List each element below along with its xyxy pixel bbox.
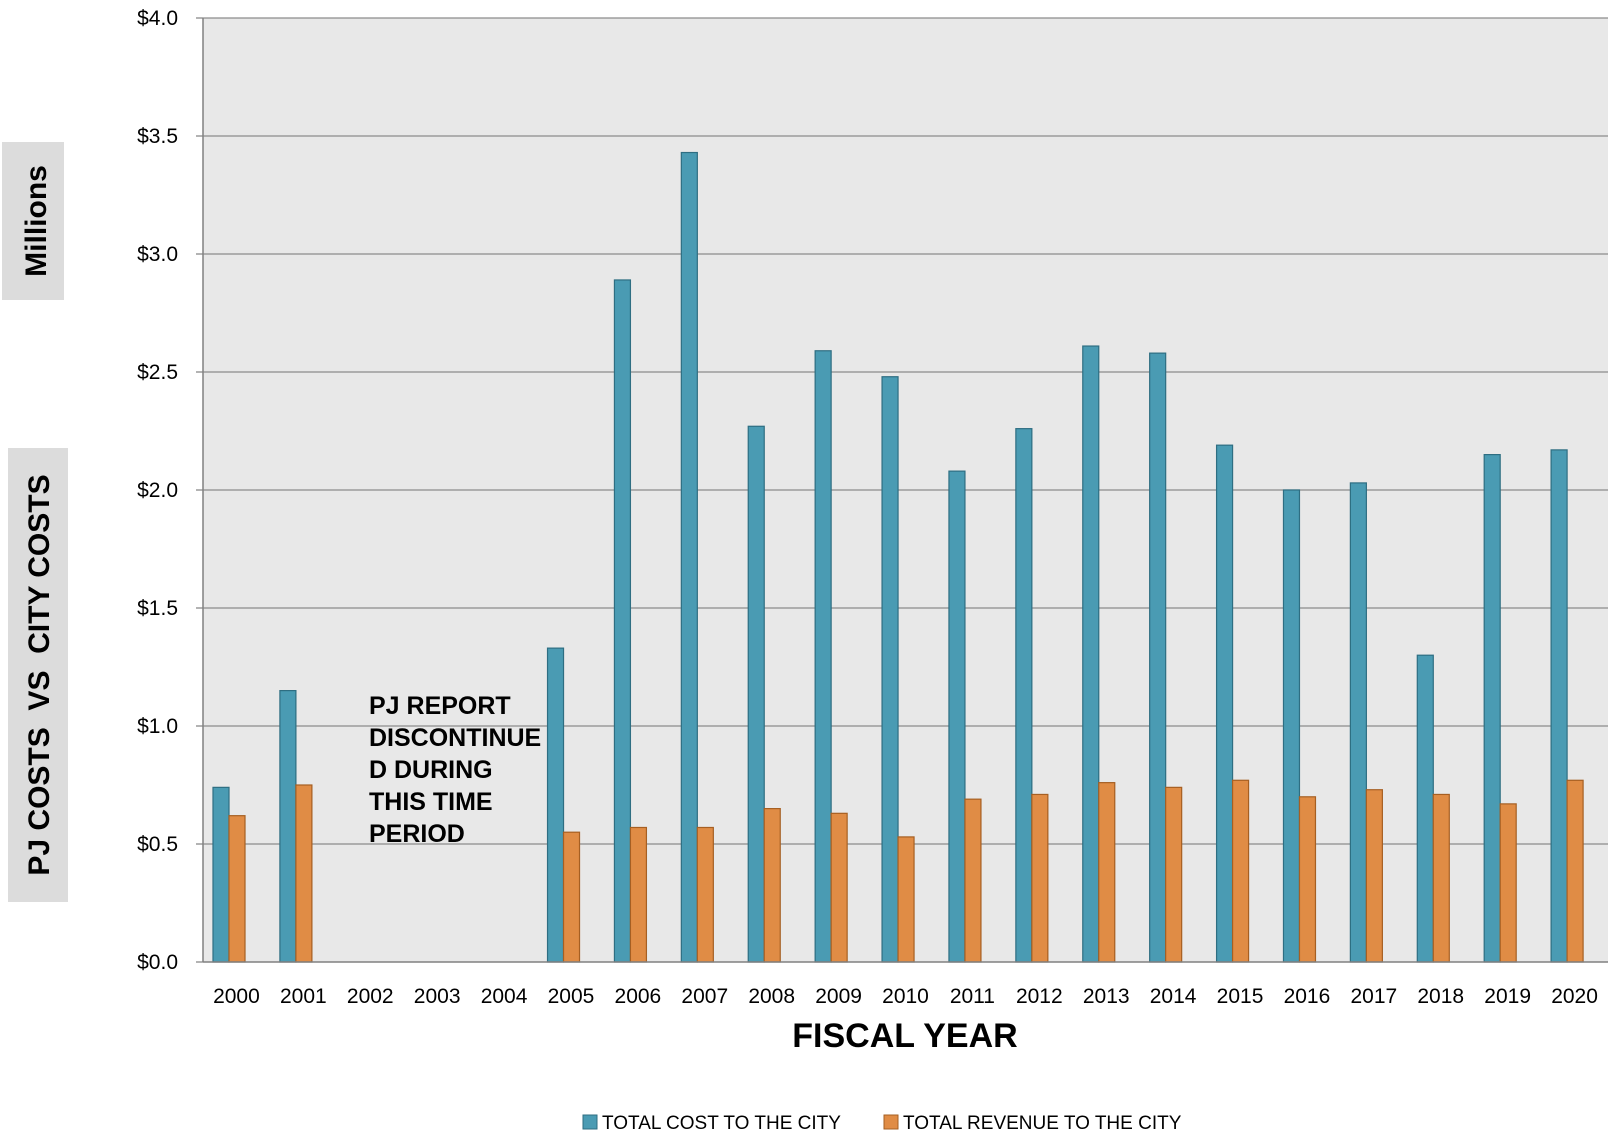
annotation-line: THIS TIME [369, 788, 493, 816]
y-tick-label: $2.5 [137, 361, 178, 384]
bars [212, 151, 1584, 963]
x-tick-label: 2000 [213, 985, 260, 1008]
x-tick-label: 2014 [1150, 985, 1197, 1008]
y-tick-label: $3.0 [137, 243, 178, 266]
x-tick-label: 2015 [1217, 985, 1264, 1008]
bar-total-cost [1349, 482, 1367, 963]
y-tick-label: $4.0 [137, 7, 178, 30]
y-unit-label: Millions [20, 165, 53, 277]
x-tick-label: 2019 [1484, 985, 1531, 1008]
y-tick-label: $0.0 [137, 951, 178, 974]
bar-total-cost [1282, 489, 1301, 963]
bar-total-revenue [1432, 793, 1450, 963]
x-tick-label: 2007 [681, 985, 728, 1008]
x-tick-label: 2020 [1551, 985, 1598, 1008]
legend-label-cost: TOTAL COST TO THE CITY [602, 1113, 841, 1134]
bar-total-cost [1483, 454, 1501, 963]
x-tick-labels: 2000 2001 2002 2003 2004 2005 2006 2007 2008 2009… [213, 985, 1598, 1008]
bar-total-cost [1015, 428, 1033, 963]
annotation-line: DISCONTINUE [369, 724, 541, 752]
bar-total-revenue [763, 807, 781, 963]
y-axis-title-box [8, 448, 68, 902]
y-axis-title: PJ COSTS VS CITY COSTS [23, 474, 56, 875]
legend-swatch-cost [582, 1114, 598, 1130]
legend-swatch-revenue [883, 1114, 899, 1130]
bar-total-cost [881, 376, 899, 963]
bar-total-revenue [1098, 782, 1116, 963]
y-tick-label: $2.0 [137, 479, 178, 502]
bar-total-cost [1149, 352, 1167, 963]
legend-label-revenue: TOTAL REVENUE TO THE CITY [903, 1113, 1182, 1134]
x-tick-label: 2003 [414, 985, 461, 1008]
bar-total-cost [814, 350, 832, 963]
x-tick-label: 2009 [815, 985, 862, 1008]
x-tick-label: 2013 [1083, 985, 1130, 1008]
bar-total-revenue [295, 784, 313, 963]
bar-total-cost [546, 647, 565, 963]
annotation: PJ REPORT DISCONTINUE D DURING THIS TIME PER… [369, 692, 541, 848]
bar-total-revenue [696, 826, 714, 963]
bar-total-cost [1215, 444, 1234, 963]
bar-total-cost [1550, 449, 1568, 963]
bar-total-revenue [830, 812, 848, 963]
bar-total-revenue [1365, 789, 1383, 963]
annotation-line: D DURING [369, 756, 493, 784]
bar-total-cost [1082, 345, 1100, 963]
x-tick-label: 2012 [1016, 985, 1063, 1008]
bar-total-cost [680, 151, 698, 963]
bar-total-cost [1416, 654, 1434, 963]
x-axis-title: FISCAL YEAR [792, 1017, 1017, 1055]
x-tick-label: 2001 [280, 985, 327, 1008]
y-tick-label: $1.5 [137, 597, 178, 620]
bar-total-cost [948, 470, 966, 963]
y-tick-label: $3.5 [137, 125, 178, 148]
x-tick-label: 2005 [548, 985, 595, 1008]
legend: TOTAL COST TO THE CITY TOTAL REVENUE TO … [582, 1113, 1182, 1134]
bar-total-revenue [629, 826, 648, 963]
y-tick-label: $1.0 [137, 715, 178, 738]
bar-total-revenue [562, 831, 581, 963]
bar-total-revenue [897, 836, 915, 963]
x-tick-label: 2011 [950, 985, 995, 1008]
y-tick-label: $0.5 [137, 833, 178, 856]
x-tick-label: 2002 [347, 985, 394, 1008]
annotation-line: PJ REPORT [369, 692, 511, 720]
bar-total-revenue [1298, 796, 1317, 963]
bar-total-revenue [1566, 779, 1584, 963]
bar-total-revenue [1165, 786, 1183, 963]
x-tick-label: 2016 [1284, 985, 1331, 1008]
x-tick-label: 2006 [615, 985, 662, 1008]
annotation-line: PERIOD [369, 820, 465, 848]
bar-total-revenue [1031, 793, 1049, 963]
x-tick-label: 2008 [748, 985, 795, 1008]
bar-total-cost [279, 689, 297, 963]
x-tick-label: 2018 [1417, 985, 1464, 1008]
x-tick-label: 2004 [481, 985, 528, 1008]
x-tick-label: 2017 [1350, 985, 1397, 1008]
bar-total-revenue [964, 798, 982, 963]
x-tick-label: 2010 [882, 985, 929, 1008]
bar-total-revenue [1231, 779, 1250, 963]
bar-total-revenue [1499, 803, 1517, 963]
bar-total-cost [747, 425, 765, 963]
bar-total-cost [613, 279, 632, 963]
bar-total-cost [212, 786, 230, 963]
y-tick-labels: $0.0 $0.5 $1.0 $1.5 $2.0 $2.5 $3.0 $3.5 $4.0 [137, 7, 178, 974]
y-unit-label-box [2, 142, 64, 300]
bar-total-revenue [228, 815, 246, 963]
